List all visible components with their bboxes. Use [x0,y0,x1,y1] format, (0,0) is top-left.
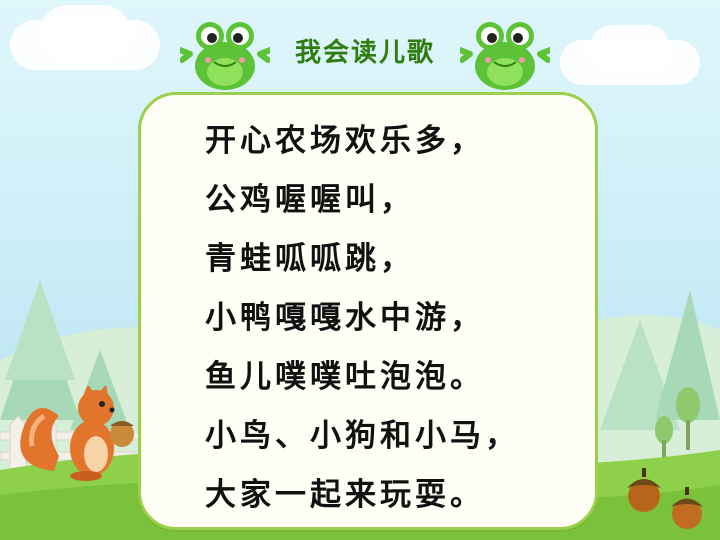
poem-line: 青蛙呱呱跳， [205,241,415,277]
acorn-icon [671,487,703,529]
frog-icon [460,22,550,90]
poem-line: 公鸡喔喔叫， [205,182,415,218]
squirrel-icon [20,386,134,481]
cloud [590,25,670,70]
page-title: 我会读儿歌 [294,38,435,68]
poem-line: 大家一起来玩耍。 [205,477,485,513]
poem-card [138,92,598,530]
poem-line: 小鸭嘎嘎水中游， [205,300,485,336]
poem-line: 鱼儿噗噗吐泡泡。 [205,359,485,395]
acorn-icon [627,468,661,512]
frog-icon [180,22,270,90]
poem-text: 开心农场欢乐多， 公鸡喔喔叫， 青蛙呱呱跳， 小鸭嘎嘎水中游， 鱼儿噗噗吐泡泡。… [205,112,585,525]
poem-line: 小鸟、小狗和小马， [205,418,520,454]
poem-line: 开心农场欢乐多， [205,123,485,159]
cloud [40,5,130,60]
